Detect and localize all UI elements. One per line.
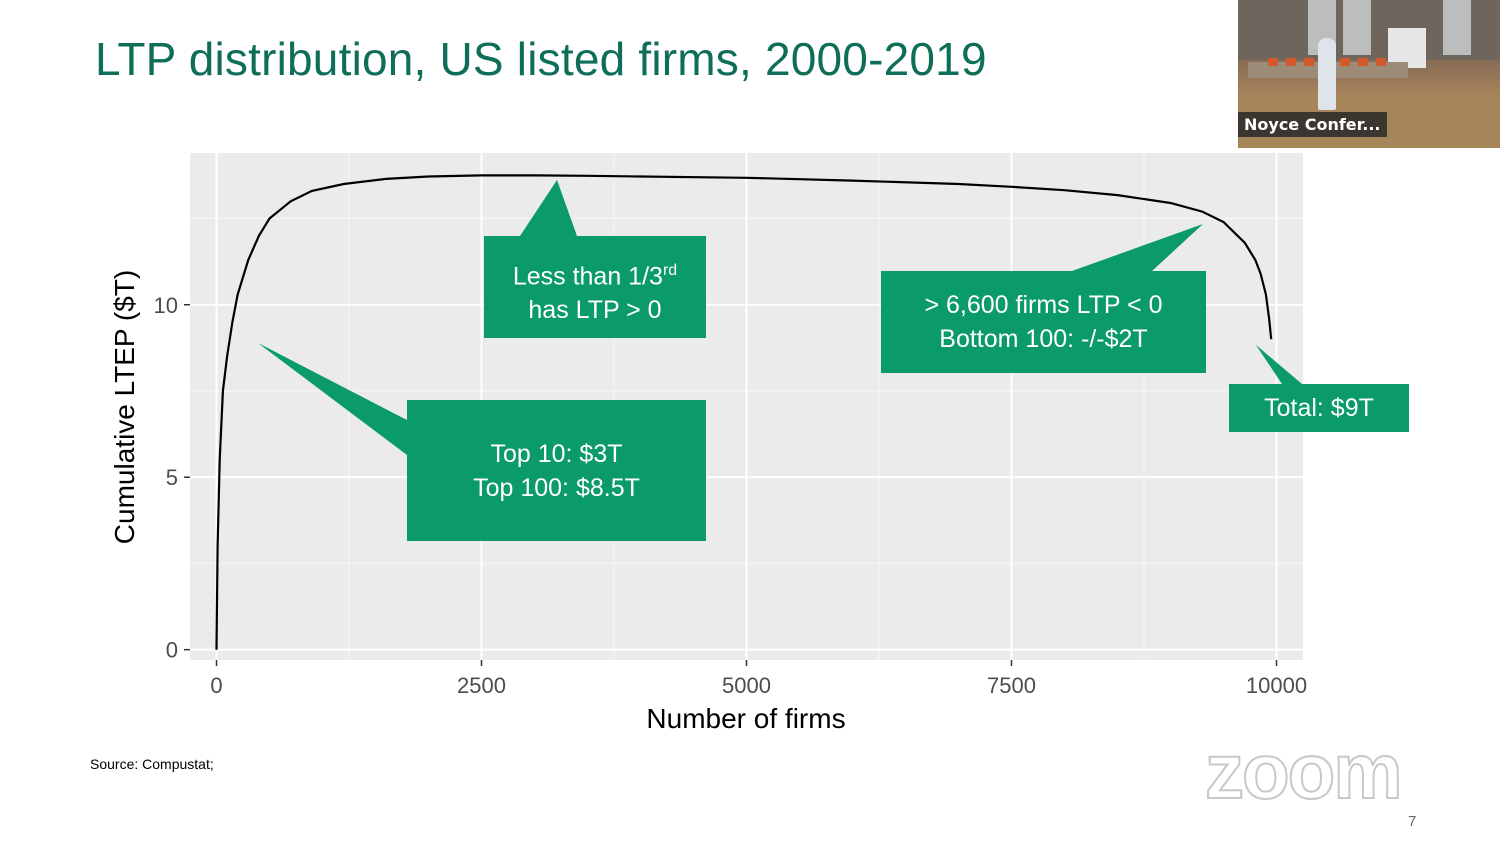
x-tick-label: 7500 [987,673,1036,698]
x-tick-label: 5000 [722,673,771,698]
callout-bottom-text: > 6,600 firms LTP < 0 Bottom 100: -/-$2T [881,288,1206,356]
page-number: 7 [1408,813,1417,830]
axis-ticks: 0 2500 5000 7500 10000 0 5 10 [154,293,1308,698]
video-window-2 [1343,0,1371,55]
participant-name-label: Noyce Confer... [1238,112,1387,137]
callout-top-line1: Top 10: $3T [490,440,623,468]
y-tick-label: 10 [154,293,178,318]
callout-bottom-box [881,224,1206,373]
y-tick-label: 0 [166,638,178,663]
callout-top-text: Top 10: $3T Top 100: $8.5T [407,437,706,505]
slide-title: LTP distribution, US listed firms, 2000-… [95,33,987,85]
cumulative-line [215,174,1273,650]
x-tick-label: 0 [210,673,222,698]
callout-less-than-box [484,180,706,338]
callout-less-than-text: Less than 1/3rd has LTP > 0 [484,254,706,327]
callout-total-line1: Total: $9T [1264,394,1374,422]
callout-top-box [258,343,706,541]
callout-total-text: Total: $9T [1229,391,1409,425]
video-window-3 [1443,0,1471,55]
y-axis-title: Cumulative LTEP ($T) [109,270,140,544]
video-person [1318,38,1336,110]
callout-less-than-line2: has LTP > 0 [528,296,662,325]
callout-top-line2: Top 100: $8.5T [473,474,640,502]
callout-less-than-sup: rd [662,262,678,279]
x-axis-title: Number of firms [646,703,845,734]
zoom-watermark-logo: zoom [1204,726,1404,816]
x-tick-label: 10000 [1246,673,1307,698]
callout-less-than-line1: Less than 1/3rd [484,254,706,293]
y-tick-label: 5 [166,465,178,490]
participant-video-tile[interactable]: Noyce Confer... [1238,0,1500,148]
x-tick-label: 2500 [457,673,506,698]
video-whiteboard [1388,28,1426,68]
source-note: Source: Compustat; [90,756,214,772]
callout-bottom-line2: Bottom 100: -/-$2T [939,325,1148,353]
callout-bottom-line1: > 6,600 firms LTP < 0 [924,291,1163,319]
callout-less-than-line1-main: Less than 1/3 [512,262,663,291]
callout-total-box [1229,345,1409,432]
